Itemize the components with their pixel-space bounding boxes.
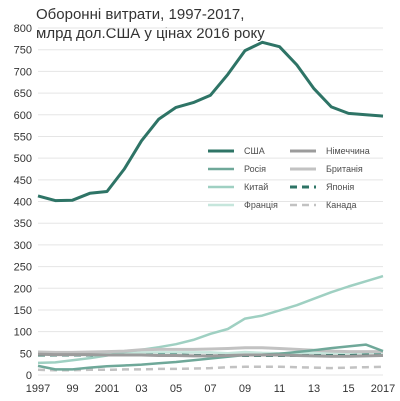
x-tick-label: 13 bbox=[308, 383, 320, 395]
y-tick-label: 650 bbox=[14, 88, 32, 100]
y-tick-label: 500 bbox=[14, 153, 32, 165]
y-tick-label: 300 bbox=[14, 240, 32, 252]
series-line-3 bbox=[37, 346, 383, 354]
y-axis-ticks: 0 50 100 150 200 250 300 350 400 450 500 550 600 650 7… bbox=[14, 23, 32, 382]
x-tick-label: 05 bbox=[170, 383, 182, 395]
chart-title-line-1: Оборонні витрати, 1997-2017, bbox=[36, 6, 244, 23]
y-tick-label: 750 bbox=[14, 45, 32, 57]
legend-label: Японія bbox=[326, 182, 354, 192]
y-tick-label: 150 bbox=[14, 305, 32, 317]
x-axis-ticks: 1997 99 2001 03 05 07 09 11 13 15 2017 bbox=[26, 383, 395, 395]
legend-label: Німеччина bbox=[326, 146, 370, 156]
y-tick-label: 450 bbox=[14, 175, 32, 187]
x-tick-label: 2017 bbox=[371, 383, 395, 395]
legend-label: Канада bbox=[326, 200, 356, 210]
x-tick-label: 15 bbox=[342, 383, 354, 395]
x-tick-label: 11 bbox=[274, 383, 285, 395]
legend-label: Росія bbox=[244, 164, 266, 174]
legend-label: Франція bbox=[244, 200, 278, 210]
x-tick-label: 07 bbox=[204, 383, 216, 395]
y-tick-label: 800 bbox=[14, 23, 32, 35]
x-tick-label: 2001 bbox=[95, 383, 119, 395]
y-tick-label: 600 bbox=[14, 110, 32, 122]
legend-label: Британія bbox=[326, 164, 363, 174]
x-tick-label: 09 bbox=[239, 383, 251, 395]
series-line-0 bbox=[37, 40, 384, 203]
y-tick-label: 400 bbox=[14, 197, 32, 209]
series-line-1 bbox=[37, 352, 384, 358]
legend-label: США bbox=[244, 146, 265, 156]
series-line-2 bbox=[37, 343, 384, 371]
legend: США Німеччина Росія Британія Китай Японія Фран… bbox=[208, 146, 370, 210]
y-tick-label: 250 bbox=[14, 262, 32, 274]
y-tick-label: 700 bbox=[14, 66, 32, 78]
series-lines bbox=[37, 40, 384, 372]
grid bbox=[38, 27, 383, 376]
series-line-7 bbox=[37, 365, 384, 372]
series-line-4 bbox=[37, 274, 384, 365]
x-tick-label: 99 bbox=[66, 383, 78, 395]
y-tick-label: 50 bbox=[20, 348, 32, 360]
legend-label: Китай bbox=[244, 182, 268, 192]
x-tick-label: 03 bbox=[135, 383, 147, 395]
y-tick-label: 0 bbox=[26, 370, 32, 382]
y-tick-label: 350 bbox=[14, 218, 32, 230]
y-tick-label: 550 bbox=[14, 131, 32, 143]
y-tick-label: 100 bbox=[14, 327, 32, 339]
chart-title-line-2: млрд дол.США у цінах 2016 року bbox=[36, 25, 265, 42]
x-tick-label: 1997 bbox=[26, 383, 50, 395]
y-tick-label: 200 bbox=[14, 283, 32, 295]
